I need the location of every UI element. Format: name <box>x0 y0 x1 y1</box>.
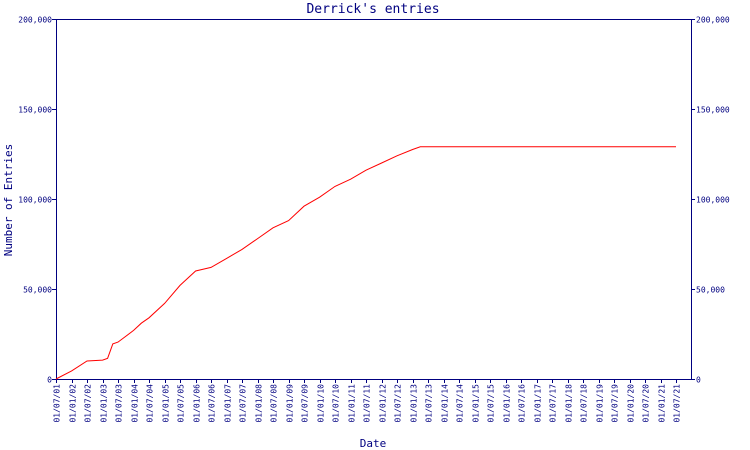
y-tick-label-left-4: 200,000 <box>18 16 52 25</box>
x-tick-label-31: 01/01/17 <box>534 384 543 423</box>
y-tick-label-left-1: 50,000 <box>23 286 52 295</box>
x-tick-label-40: 01/07/21 <box>673 384 682 423</box>
x-tick-label-17: 01/01/10 <box>317 384 326 423</box>
series-line-entries <box>55 146 676 380</box>
x-tick-label-7: 01/01/05 <box>162 384 171 423</box>
x-tick-label-10: 01/07/06 <box>208 384 217 423</box>
x-tick-label-32: 01/07/17 <box>549 384 558 423</box>
x-tick-label-9: 01/01/06 <box>193 384 202 423</box>
x-tick-label-1: 01/01/02 <box>69 384 78 423</box>
x-tick-label-19: 01/01/11 <box>348 384 357 423</box>
x-tick-label-21: 01/01/12 <box>379 384 388 423</box>
x-tick-label-8: 01/07/05 <box>177 384 186 423</box>
y-tick-label-left-3: 150,000 <box>18 106 52 115</box>
x-tick-label-14: 01/07/08 <box>270 384 279 423</box>
x-tick-label-24: 01/07/13 <box>425 384 434 423</box>
x-tick-label-34: 01/07/18 <box>580 384 589 423</box>
x-tick-label-35: 01/01/19 <box>596 384 605 423</box>
plot-frame <box>56 19 692 380</box>
y-tick-label-left-2: 100,000 <box>18 196 52 205</box>
x-tick-label-38: 01/07/20 <box>642 384 651 423</box>
x-tick-label-6: 01/07/04 <box>146 384 155 423</box>
x-tick-label-29: 01/01/16 <box>503 384 512 423</box>
x-tick-label-28: 01/07/15 <box>487 384 496 423</box>
x-tick-label-36: 01/07/19 <box>611 384 620 423</box>
x-tick-label-2: 01/07/02 <box>84 384 93 423</box>
y-tick-label-right-3: 150,000 <box>696 106 730 115</box>
x-tick-label-5: 01/01/04 <box>131 384 140 423</box>
x-tick-label-16: 01/07/09 <box>301 384 310 423</box>
x-tick-label-18: 01/07/10 <box>332 384 341 423</box>
x-tick-label-15: 01/01/09 <box>286 384 295 423</box>
x-tick-label-37: 01/01/20 <box>627 384 636 423</box>
x-tick-label-25: 01/01/14 <box>441 384 450 423</box>
chart-title: Derrick's entries <box>306 2 439 17</box>
x-tick-label-0: 01/07/01 <box>53 384 62 423</box>
x-axis-label: Date <box>360 437 387 450</box>
y-tick-label-left-0: 0 <box>47 376 52 385</box>
x-tick-label-4: 01/07/03 <box>115 384 124 423</box>
x-tick-label-23: 01/01/13 <box>410 384 419 423</box>
y-axis-label: Number of Entries <box>2 144 15 257</box>
x-tick-label-39: 01/01/21 <box>658 384 667 423</box>
x-tick-label-11: 01/01/07 <box>224 384 233 423</box>
x-tick-label-30: 01/07/16 <box>518 384 527 423</box>
y-tick-label-right-4: 200,000 <box>696 16 730 25</box>
y-tick-label-right-2: 100,000 <box>696 196 730 205</box>
x-tick-label-12: 01/07/07 <box>239 384 248 423</box>
x-tick-label-13: 01/01/08 <box>255 384 264 423</box>
x-tick-label-27: 01/01/15 <box>472 384 481 423</box>
x-tick-label-3: 01/01/03 <box>100 384 109 423</box>
x-tick-label-20: 01/07/11 <box>363 384 372 423</box>
x-tick-label-26: 01/07/14 <box>456 384 465 423</box>
x-tick-label-33: 01/01/18 <box>565 384 574 423</box>
axes-layer: 0 0 50,000 50,000 100,000 100,000 150,000 150,0… <box>18 16 730 423</box>
y-tick-label-right-0: 0 <box>696 376 701 385</box>
y-tick-label-right-1: 50,000 <box>696 286 725 295</box>
x-tick-label-22: 01/07/12 <box>394 384 403 423</box>
